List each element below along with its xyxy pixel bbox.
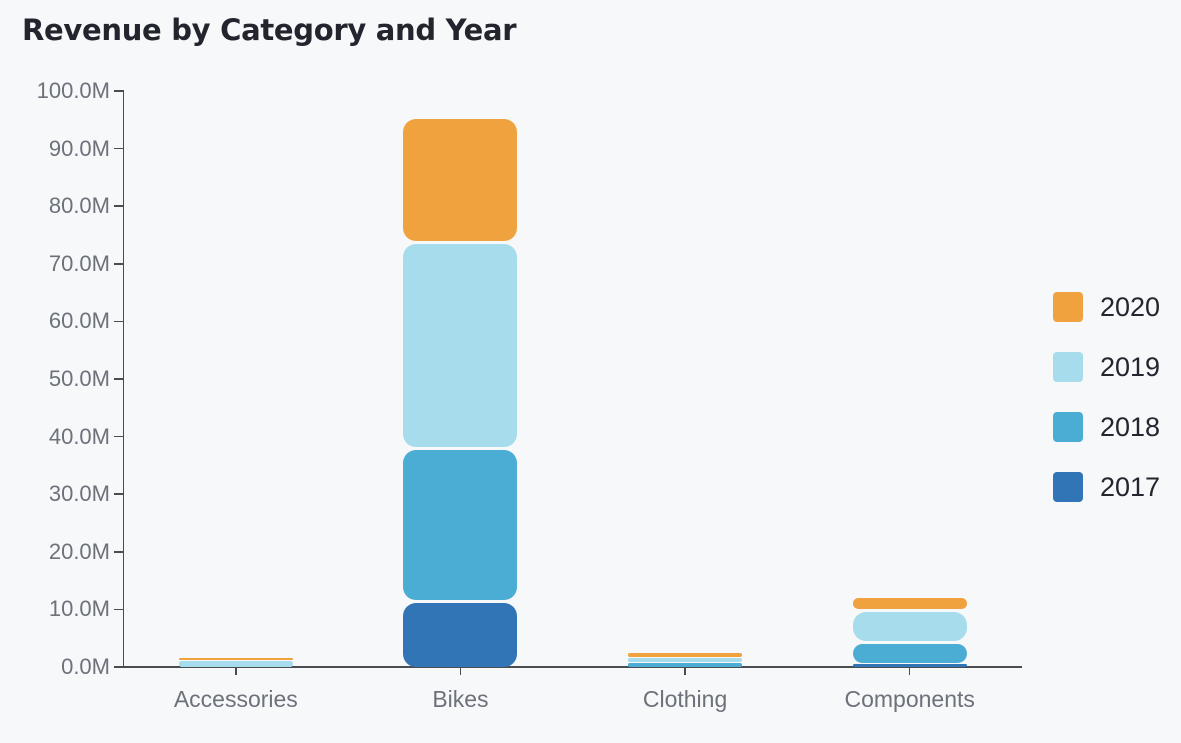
y-tick-mark <box>114 263 123 265</box>
bar-clothing-2019[interactable] <box>628 657 743 663</box>
legend-item-2019[interactable]: 2019 <box>1053 352 1165 382</box>
legend-swatch-2017 <box>1053 472 1083 502</box>
legend-swatch-2018 <box>1053 412 1083 442</box>
x-category-label: Clothing <box>642 686 728 712</box>
bar-clothing-2018[interactable] <box>628 663 743 667</box>
y-tick-label: 70.0M <box>48 250 110 276</box>
bar-components-2017[interactable] <box>852 664 967 667</box>
legend-label: 2017 <box>1100 472 1161 502</box>
y-tick-mark <box>114 493 123 495</box>
x-tick-mark <box>459 667 462 675</box>
y-axis-line <box>122 90 125 668</box>
y-tick-mark <box>114 378 123 380</box>
y-tick-label: 100.0M <box>36 78 110 103</box>
legend-item-2017[interactable]: 2017 <box>1053 472 1165 502</box>
bar-accessories-2019[interactable] <box>178 661 293 667</box>
y-tick-mark <box>114 435 123 438</box>
y-tick-mark <box>114 205 123 207</box>
bar-bikes-2018[interactable] <box>403 449 518 600</box>
x-axis-line <box>122 666 1022 668</box>
legend-item-2020[interactable]: 2020 <box>1053 292 1165 322</box>
y-tick-mark <box>114 666 123 668</box>
y-tick-label: 10.0M <box>48 596 110 622</box>
y-tick-label: 0.0M <box>61 654 110 679</box>
y-tick-label: 90.0M <box>48 135 110 161</box>
legend-item-2018[interactable]: 2018 <box>1053 412 1165 442</box>
legend-swatch-2019 <box>1053 352 1083 382</box>
y-tick-label: 60.0M <box>48 308 110 334</box>
bar-components-2020[interactable] <box>852 598 967 610</box>
x-tick-mark <box>908 667 911 675</box>
y-tick-label: 80.0M <box>48 193 110 219</box>
x-category-label: Bikes <box>432 686 489 712</box>
x-category-label: Components <box>844 686 975 712</box>
bar-bikes-2019[interactable] <box>403 243 518 447</box>
y-tick-label: 30.0M <box>48 481 110 507</box>
x-tick-mark <box>235 667 237 675</box>
bar-components-2018[interactable] <box>852 643 967 664</box>
legend-label: 2020 <box>1100 292 1161 322</box>
x-category-label: Accessories <box>173 686 298 712</box>
bar-bikes-2020[interactable] <box>403 119 518 241</box>
y-tick-mark <box>114 90 123 92</box>
y-tick-mark <box>114 608 123 611</box>
bar-accessories-2020[interactable] <box>178 657 293 661</box>
bar-bikes-2017[interactable] <box>403 602 518 667</box>
legend-swatch-2020 <box>1053 292 1083 322</box>
bar-components-2019[interactable] <box>852 612 967 641</box>
chart-title: Revenue by Category and Year <box>22 13 517 47</box>
y-tick-label: 40.0M <box>48 423 110 449</box>
legend-label: 2018 <box>1100 412 1161 442</box>
y-tick-mark <box>114 320 123 323</box>
x-tick-mark <box>684 667 686 675</box>
bar-clothing-2020[interactable] <box>628 653 743 657</box>
y-tick-mark <box>114 551 123 553</box>
y-tick-mark <box>114 147 123 150</box>
legend-label: 2019 <box>1100 352 1161 382</box>
y-tick-label: 20.0M <box>48 538 110 564</box>
y-tick-label: 50.0M <box>48 366 110 391</box>
